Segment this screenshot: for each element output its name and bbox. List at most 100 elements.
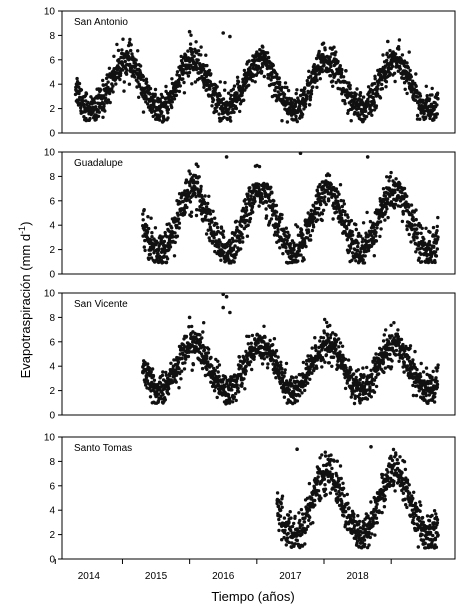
data-point: [272, 371, 276, 375]
data-point: [137, 84, 142, 89]
data-point: [172, 97, 177, 101]
data-point: [401, 342, 405, 347]
data-point: [393, 79, 397, 84]
data-point: [352, 512, 356, 517]
data-point: [186, 354, 191, 359]
data-point: [105, 101, 110, 105]
data-point: [193, 80, 198, 84]
data-point: [300, 523, 304, 527]
data-point: [146, 362, 150, 366]
data-point: [402, 352, 406, 356]
data-point: [381, 360, 386, 364]
data-point: [387, 179, 391, 183]
data-point: [352, 515, 356, 519]
data-point: [166, 392, 171, 396]
data-point: [146, 102, 150, 106]
data-point: [88, 116, 92, 121]
data-point: [245, 357, 250, 362]
data-point: [228, 115, 232, 120]
data-point: [161, 392, 165, 397]
data-point: [249, 360, 253, 364]
data-point: [314, 482, 319, 486]
data-point: [390, 64, 395, 69]
data-point: [206, 351, 211, 355]
data-point: [182, 91, 187, 95]
data-point: [323, 195, 327, 199]
data-point: [321, 208, 326, 212]
data-point: [174, 373, 179, 377]
data-point: [333, 488, 338, 493]
data-point: [148, 92, 152, 96]
data-point: [269, 78, 273, 82]
data-point: [334, 347, 338, 351]
data-point: [201, 67, 206, 71]
data-point: [386, 39, 390, 44]
data-point: [317, 71, 322, 76]
data-point: [128, 37, 132, 42]
data-point: [381, 339, 386, 343]
data-point: [407, 50, 411, 54]
panel-frame: [61, 10, 456, 134]
data-point: [213, 249, 217, 254]
data-point: [335, 459, 339, 463]
data-point: [372, 81, 377, 86]
data-point: [414, 208, 418, 212]
data-point: [436, 235, 440, 239]
data-point: [149, 370, 153, 374]
data-point: [141, 218, 145, 222]
data-point: [313, 503, 317, 507]
data-point: [214, 109, 219, 113]
data-point: [175, 234, 180, 238]
data-point: [332, 45, 336, 49]
data-point: [436, 366, 440, 370]
data-point: [394, 177, 398, 181]
data-point: [337, 479, 341, 483]
data-point: [189, 214, 193, 218]
data-point: [241, 236, 245, 240]
data-point: [167, 247, 171, 252]
data-point: [393, 52, 398, 56]
data-point: [432, 400, 437, 404]
data-point: [289, 97, 294, 101]
data-point: [420, 260, 424, 264]
data-point: [361, 95, 366, 99]
data-point: [415, 113, 420, 118]
data-point: [183, 189, 187, 193]
data-point: [273, 88, 277, 93]
data-point: [349, 367, 353, 372]
data-point: [283, 81, 288, 85]
data-point: [285, 238, 289, 243]
data-point: [285, 120, 290, 124]
data-point: [317, 206, 321, 211]
data-point: [147, 366, 152, 371]
data-point: [280, 216, 284, 221]
data-point: [194, 162, 199, 166]
data-point: [264, 207, 268, 211]
data-point: [232, 84, 237, 88]
data-point: [400, 191, 404, 195]
data-point: [399, 337, 404, 342]
data-point: [411, 79, 415, 83]
data-point: [391, 349, 396, 353]
data-point: [424, 84, 428, 89]
data-point: [176, 360, 181, 364]
data-point: [319, 202, 323, 207]
data-point: [306, 381, 310, 385]
data-point: [232, 239, 236, 243]
data-point: [386, 215, 390, 220]
data-point: [263, 335, 267, 339]
data-point: [175, 89, 179, 93]
data-point: [376, 92, 380, 97]
data-point: [310, 228, 315, 233]
data-point: [343, 505, 347, 509]
data-point: [121, 68, 125, 72]
data-point: [249, 194, 253, 198]
data-point: [335, 492, 339, 496]
data-point: [260, 64, 265, 69]
data-point: [148, 252, 152, 256]
data-point: [327, 198, 331, 203]
data-point: [288, 108, 292, 112]
data-point: [429, 247, 433, 251]
data-point: [244, 364, 248, 368]
data-point: [284, 543, 288, 547]
